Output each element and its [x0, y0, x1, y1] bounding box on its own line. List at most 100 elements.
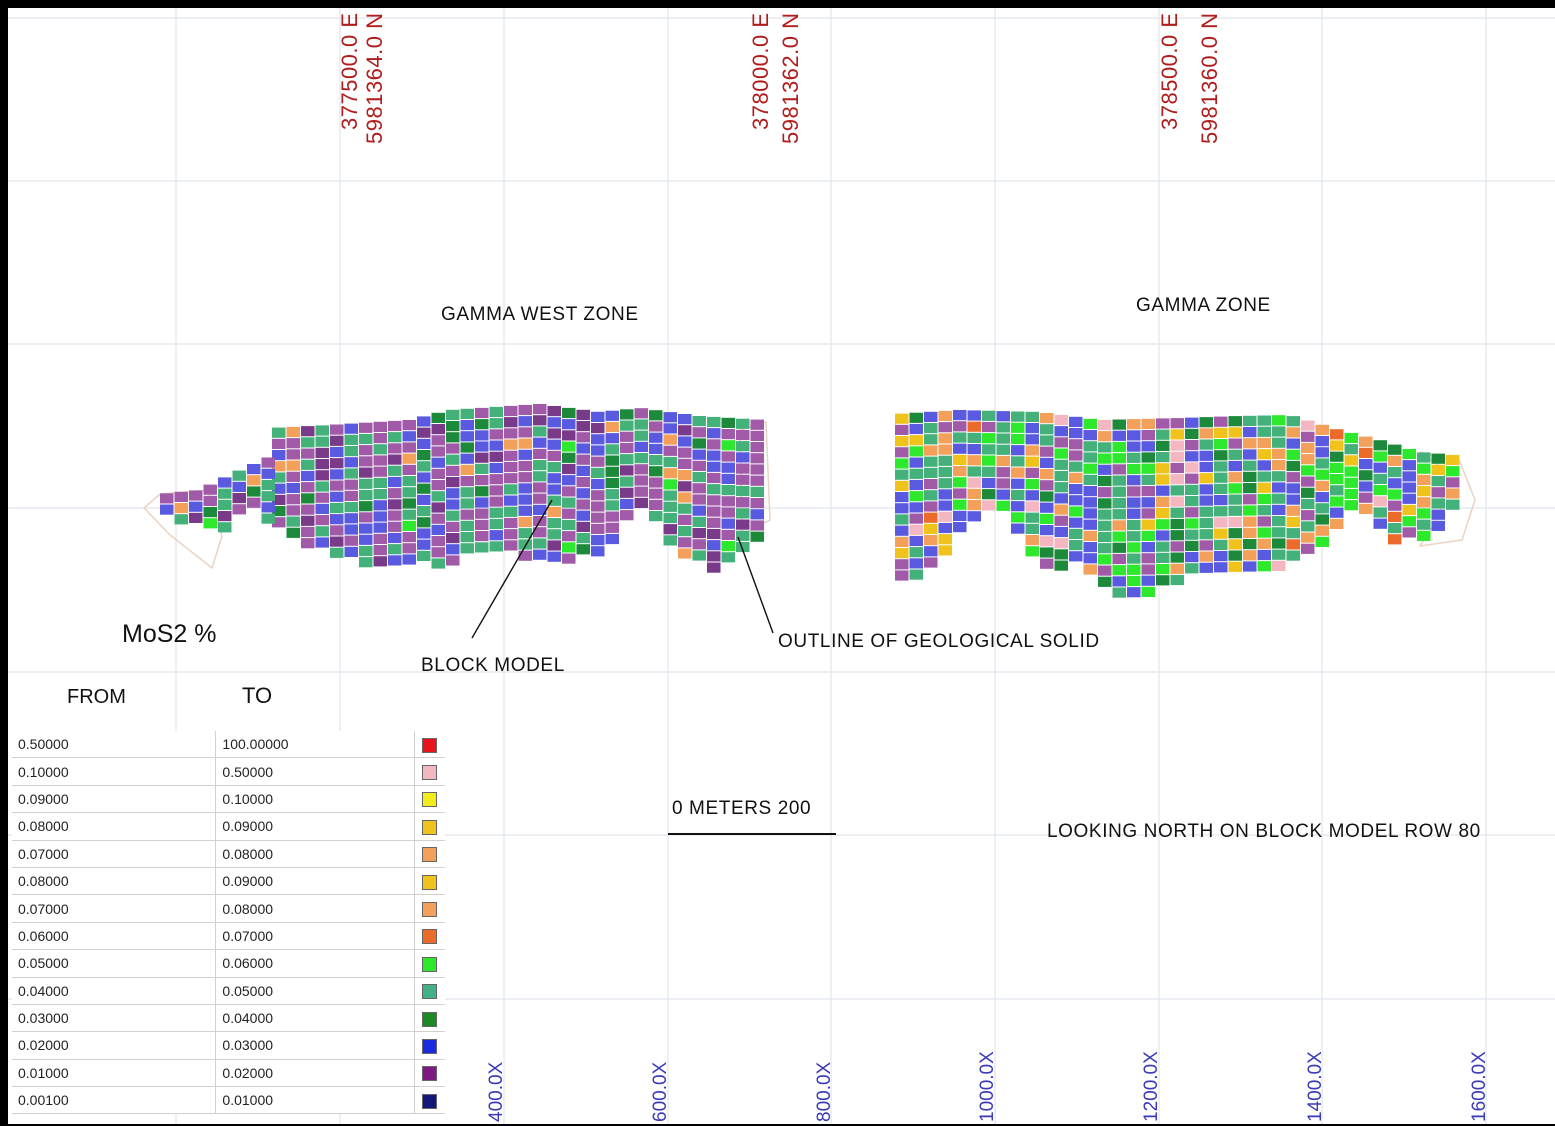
- west-block: [518, 483, 532, 494]
- west-block: [678, 447, 692, 458]
- west-block: [446, 510, 460, 521]
- west-block: [402, 476, 416, 487]
- west-block: [692, 427, 706, 438]
- west-tail-block: [261, 468, 275, 479]
- east-block: [996, 500, 1010, 511]
- east-block: [1243, 438, 1257, 449]
- west-block: [272, 483, 286, 494]
- east-block: [1098, 442, 1112, 453]
- east-block: [924, 557, 938, 568]
- east-block: [1257, 449, 1271, 460]
- east-block: [1214, 506, 1228, 517]
- east-block: [1112, 486, 1126, 497]
- west-block: [402, 509, 416, 520]
- west-block: [562, 452, 576, 463]
- west-block: [678, 492, 692, 503]
- east-block: [895, 514, 909, 525]
- west-block: [707, 416, 721, 428]
- east-block: [953, 477, 967, 488]
- east-block: [1170, 462, 1184, 474]
- west-block: [605, 522, 619, 533]
- west-block: [562, 542, 576, 553]
- east-block: [895, 458, 909, 469]
- east-block: [1011, 478, 1025, 489]
- west-block: [562, 407, 576, 419]
- east-block: [1359, 503, 1373, 514]
- east-block: [1228, 449, 1242, 460]
- east-block: [938, 489, 952, 500]
- west-block: [678, 458, 692, 469]
- west-block: [431, 502, 445, 513]
- east-block: [1315, 503, 1329, 514]
- east-block: [1301, 532, 1315, 543]
- legend-from-value: 0.01000: [12, 1059, 217, 1088]
- east-block: [1156, 496, 1170, 507]
- east-block: [1040, 469, 1054, 480]
- west-block: [373, 466, 387, 477]
- west-block: [634, 453, 648, 464]
- legend-swatch: [422, 737, 438, 753]
- west-block: [402, 420, 416, 431]
- west-block: [518, 438, 532, 449]
- east-block: [1286, 505, 1300, 516]
- west-block: [489, 418, 503, 429]
- east-block: [1083, 564, 1097, 575]
- east-block: [1040, 446, 1054, 457]
- west-block: [518, 550, 532, 561]
- west-block: [475, 497, 489, 508]
- west-block: [315, 436, 329, 447]
- east-block: [1272, 516, 1286, 527]
- west-block: [605, 444, 619, 455]
- west-block: [388, 443, 402, 454]
- east-block: [1112, 464, 1126, 475]
- east-block: [1112, 453, 1126, 464]
- east-block: [1170, 518, 1184, 530]
- east-block: [1025, 423, 1039, 434]
- east-block: [895, 413, 909, 424]
- east-block: [1054, 515, 1068, 526]
- west-block: [373, 421, 387, 432]
- east-block: [1257, 538, 1271, 549]
- east-block: [1199, 529, 1213, 540]
- east-block: [1054, 448, 1068, 459]
- legend-from-value: 0.08000: [12, 867, 217, 896]
- west-block: [286, 494, 300, 505]
- west-block: [649, 488, 663, 499]
- east-block: [1402, 516, 1416, 527]
- west-block: [649, 443, 663, 454]
- legend-color-cell: [414, 949, 445, 978]
- east-block: [1330, 451, 1344, 462]
- legend-row: 0.09000 0.10000: [12, 785, 445, 814]
- legend-row: 0.08000 0.09000: [12, 867, 445, 896]
- west-tail-block: [203, 518, 217, 529]
- east-block: [1359, 447, 1373, 458]
- east-block: [1388, 489, 1402, 500]
- east-block: [967, 421, 981, 432]
- west-block: [489, 518, 503, 530]
- west-block: [547, 518, 561, 529]
- x-axis-label-1400: 1400.0X: [1305, 1051, 1326, 1122]
- west-block: [591, 501, 605, 512]
- west-block: [359, 523, 373, 534]
- east-block: [1112, 475, 1126, 486]
- east-block: [1199, 540, 1213, 551]
- legend-row: 0.01000 0.02000: [12, 1059, 445, 1088]
- west-block: [417, 539, 431, 550]
- east-block: [924, 423, 938, 434]
- west-block: [547, 529, 561, 540]
- legend-from-value: 0.09000: [12, 785, 217, 814]
- east-block: [1127, 463, 1141, 475]
- west-tail-block: [261, 513, 275, 524]
- west-block: [460, 476, 474, 487]
- east-block: [1127, 575, 1141, 587]
- legend-color-cell: [414, 812, 445, 841]
- west-block: [460, 487, 474, 498]
- east-block: [1170, 485, 1184, 496]
- west-block: [620, 431, 634, 442]
- east-block: [909, 513, 923, 524]
- west-block: [736, 452, 750, 463]
- east-block: [1025, 456, 1039, 467]
- east-block: [1286, 528, 1300, 539]
- east-block: [1170, 507, 1184, 518]
